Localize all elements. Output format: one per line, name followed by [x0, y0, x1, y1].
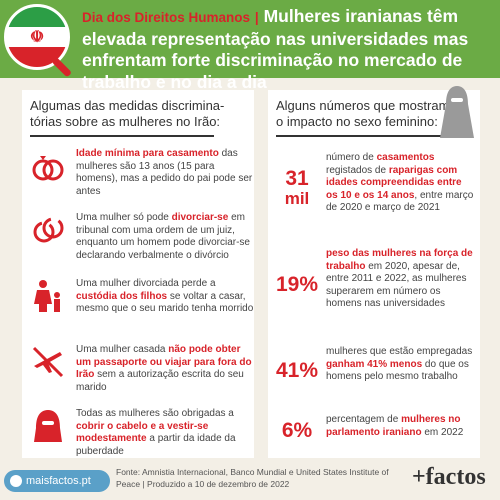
- divider: [276, 135, 472, 137]
- measure-text: Uma mulher divorciada perde a custódia d…: [76, 278, 254, 314]
- stat-value: 41%: [275, 359, 319, 382]
- measure-text: Uma mulher casada não pode obter um pass…: [76, 344, 252, 393]
- stat-text: número de casamentos registados de rapar…: [326, 152, 474, 213]
- stat-value: 19%: [275, 273, 319, 296]
- source-note: Fonte: Amnistia Internacional, Banco Mun…: [116, 467, 389, 489]
- stats-panel: Alguns números que mostram o impacto no …: [268, 86, 480, 458]
- no-flight-icon: [32, 346, 64, 378]
- logo-icon: [10, 475, 22, 487]
- page-title: Mulheres iranianas têm elevada represent…: [82, 6, 469, 92]
- mother-child-icon: [34, 280, 60, 312]
- measure-text: Uma mulher só pode divorciar-se em tribu…: [76, 212, 250, 261]
- veiled-woman-icon: [440, 86, 474, 138]
- brand-logo: +factos: [412, 464, 486, 490]
- stat-value: 31 mil: [284, 167, 310, 208]
- veiled-woman-icon: [34, 410, 62, 442]
- iran-flag-magnifier-icon: ☫: [4, 4, 70, 70]
- divider: [30, 135, 214, 137]
- measures-panel: Algumas das medidas discrimina- tórias s…: [22, 90, 254, 458]
- measure-text: Todas as mulheres são obrigadas a cobrir…: [76, 408, 236, 457]
- stat-value: 6%: [281, 419, 313, 442]
- header-banner: ☫ Dia dos Direitos Humanos | Mulheres ir…: [0, 0, 500, 92]
- stat-text: mulheres que estão empregadas ganham 41%…: [326, 346, 473, 382]
- stat-text: peso das mulheres na força de trabalho e…: [326, 248, 473, 309]
- wedding-rings-icon: [32, 156, 64, 181]
- stat-text: percentagem de mulheres no parlamento ir…: [326, 414, 464, 438]
- broken-rings-icon: [33, 217, 64, 243]
- stats-title: Alguns números que mostram o impacto no …: [276, 98, 450, 129]
- measure-text: Idade mínima para casamento das mulheres…: [76, 148, 253, 197]
- site-link[interactable]: maisfactos.pt: [4, 470, 110, 492]
- header-tag: Dia dos Direitos Humanos: [82, 10, 251, 25]
- header-title: Dia dos Direitos Humanos | Mulheres iran…: [82, 6, 469, 92]
- measures-title: Algumas das medidas discrimina- tórias s…: [30, 98, 225, 129]
